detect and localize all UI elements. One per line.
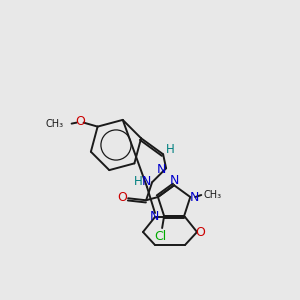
Text: O: O — [117, 191, 127, 204]
Text: N: N — [156, 163, 166, 176]
Text: O: O — [76, 115, 85, 128]
Text: Cl: Cl — [154, 230, 166, 242]
Text: H: H — [134, 175, 142, 188]
Text: N: N — [190, 190, 199, 203]
Text: N: N — [149, 209, 159, 223]
Text: CH₃: CH₃ — [203, 190, 221, 200]
Text: N: N — [169, 174, 179, 187]
Text: H: H — [166, 143, 175, 156]
Text: O: O — [195, 226, 205, 238]
Text: N: N — [141, 175, 151, 188]
Text: CH₃: CH₃ — [46, 118, 64, 129]
